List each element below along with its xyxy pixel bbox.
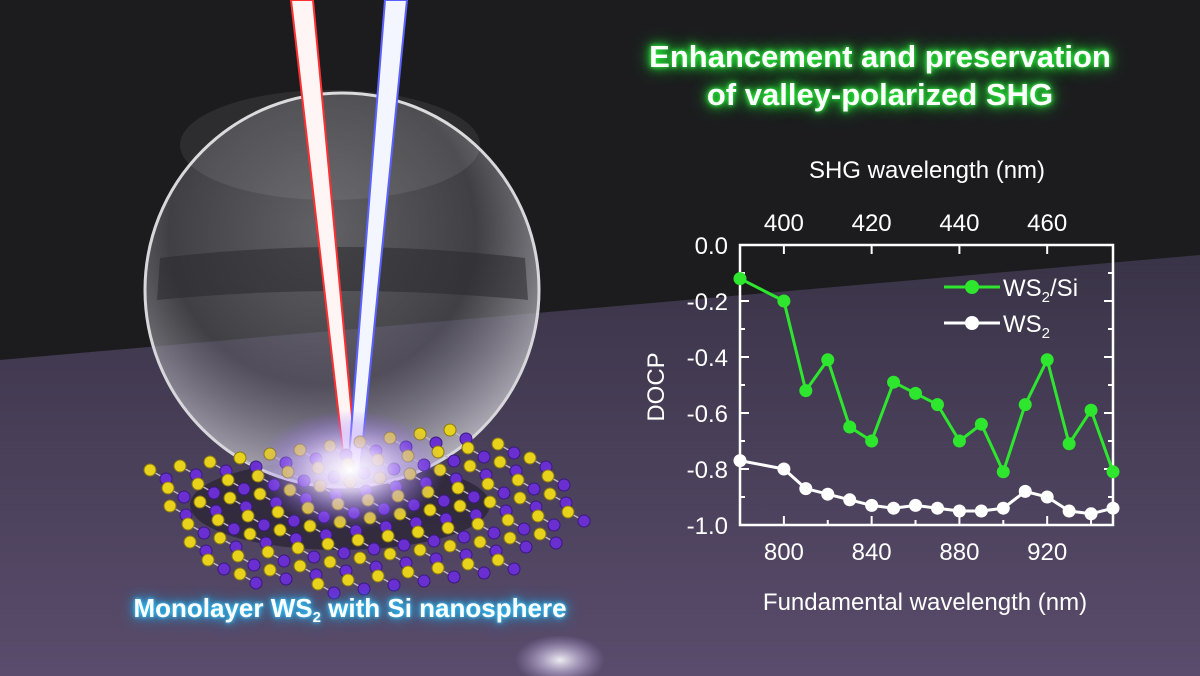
data-point-ws2-si xyxy=(777,294,791,308)
headline-line2: of valley-polarized SHG xyxy=(706,77,1054,112)
data-point-ws2-si xyxy=(799,384,813,398)
data-point-ws2-si xyxy=(843,420,857,434)
data-point-ws2 xyxy=(1062,504,1076,518)
data-point-ws2-si xyxy=(1040,353,1054,367)
y-tick-label: -0.2 xyxy=(687,289,728,316)
data-point-ws2 xyxy=(952,504,966,518)
plot-series xyxy=(733,272,1120,521)
data-point-ws2 xyxy=(909,498,923,512)
y-axis-title: DOCP xyxy=(643,352,670,421)
caption: Monolayer WS2 with Si nanosphere xyxy=(70,593,630,626)
data-point-ws2 xyxy=(1040,490,1054,504)
top-x-tick-label: 460 xyxy=(1027,210,1067,237)
data-point-ws2 xyxy=(1106,501,1120,515)
data-point-ws2-si xyxy=(865,434,879,448)
data-point-ws2-si xyxy=(821,353,835,367)
data-point-ws2-si xyxy=(996,465,1010,479)
series-line-ws2-si xyxy=(739,277,1115,474)
data-point-ws2 xyxy=(777,462,791,476)
headline-line1: Enhancement and preservation xyxy=(649,39,1111,74)
data-point-ws2 xyxy=(887,501,901,515)
x-tick-label: 840 xyxy=(852,539,892,566)
top-x-tick-label: 420 xyxy=(852,210,892,237)
plot-ticks: 0.0 -0.2 -0.4 -0.6 -0.8 -1.0 800 840 880 920 400 42… xyxy=(687,210,1113,566)
data-point-ws2 xyxy=(930,501,944,515)
y-tick-label: -1.0 xyxy=(687,513,728,540)
caption-prefix: Monolayer WS xyxy=(133,593,313,623)
legend-marker-ws2 xyxy=(965,316,979,330)
x-tick-label: 920 xyxy=(1027,539,1067,566)
top-x-tick-label: 400 xyxy=(764,210,804,237)
data-point-ws2-si xyxy=(1018,398,1032,412)
x-axis-title: Fundamental wavelength (nm) xyxy=(763,589,1087,616)
emission-glow xyxy=(255,410,445,530)
legend: WS2/Si WS2 xyxy=(944,275,1078,342)
data-point-ws2 xyxy=(1084,507,1098,521)
caption-suffix: with Si nanosphere xyxy=(320,593,567,623)
top-x-tick-label: 440 xyxy=(939,210,979,237)
data-point-ws2-si xyxy=(909,386,923,400)
x-tick-label: 800 xyxy=(764,539,804,566)
data-point-ws2-si xyxy=(887,375,901,389)
y-tick-label: -0.8 xyxy=(687,457,728,484)
legend-marker-ws2-si xyxy=(965,280,979,294)
data-point-ws2-si xyxy=(974,417,988,431)
data-point-ws2 xyxy=(843,493,857,507)
series-line-ws2 xyxy=(739,459,1114,516)
headline: Enhancement and preservation of valley-p… xyxy=(560,38,1200,114)
data-point-ws2-si xyxy=(1084,403,1098,417)
data-point-ws2 xyxy=(865,498,879,512)
top-x-axis-title: SHG wavelength (nm) xyxy=(809,157,1045,184)
data-point-ws2 xyxy=(821,487,835,501)
y-tick-label: -0.6 xyxy=(687,401,728,428)
data-point-ws2 xyxy=(974,504,988,518)
legend-label-ws2: WS2 xyxy=(1003,311,1050,342)
data-point-ws2 xyxy=(996,501,1010,515)
x-tick-label: 880 xyxy=(939,539,979,566)
y-tick-label: -0.4 xyxy=(687,345,728,372)
data-point-ws2 xyxy=(799,482,813,496)
y-tick-label: 0.0 xyxy=(695,233,728,260)
caption-subscript: 2 xyxy=(312,609,321,626)
legend-label-ws2-si: WS2/Si xyxy=(1003,275,1078,306)
data-point-ws2 xyxy=(733,454,747,468)
data-point-ws2-si xyxy=(952,434,966,448)
data-point-ws2-si xyxy=(930,398,944,412)
data-point-ws2-si xyxy=(1106,465,1120,479)
data-point-ws2-si xyxy=(1062,437,1076,451)
data-point-ws2 xyxy=(1018,484,1032,498)
data-point-ws2-si xyxy=(733,272,747,286)
